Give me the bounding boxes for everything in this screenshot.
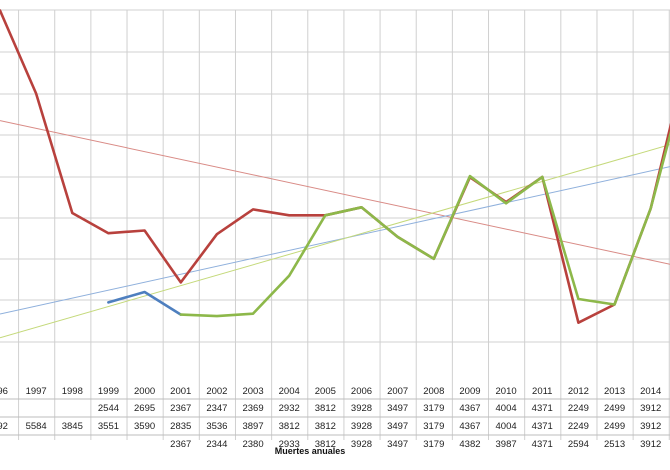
x-tick-label: 1998 bbox=[62, 386, 83, 397]
chart-title: Muertes anuales bbox=[275, 446, 346, 456]
x-tick-label: 2005 bbox=[315, 386, 336, 397]
x-tick-label: 2007 bbox=[387, 386, 408, 397]
table-cell: 2594 bbox=[568, 439, 589, 450]
table-cell: 3912 bbox=[640, 403, 661, 414]
table-cell: 3987 bbox=[496, 439, 517, 450]
table-cell: 2513 bbox=[604, 439, 625, 450]
table-cell: 2932 bbox=[279, 403, 300, 414]
table-cell: 4004 bbox=[496, 403, 517, 414]
table-cell: 3179 bbox=[423, 421, 444, 432]
table-cell: 3912 bbox=[640, 439, 661, 450]
table-cell: 2499 bbox=[604, 403, 625, 414]
table-cell: 4371 bbox=[532, 403, 553, 414]
data-table: 996 1997 1998 1999 2000 2001 2002 2003 2004 2005 2… bbox=[0, 386, 670, 450]
x-tick-label: 2013 bbox=[604, 386, 625, 397]
table-cell: 3590 bbox=[134, 421, 155, 432]
x-tick-label: 2004 bbox=[279, 386, 300, 397]
series-line-0 bbox=[107, 290, 183, 316]
table-cell: 3497 bbox=[387, 421, 408, 432]
table-cell: 3812 bbox=[315, 403, 336, 414]
table-cell: 2933 bbox=[279, 439, 300, 450]
table-cell: 4367 bbox=[459, 403, 480, 414]
table-cell: 3928 bbox=[351, 403, 372, 414]
table-cell: 3912 bbox=[640, 421, 661, 432]
table-cell: 2249 bbox=[568, 403, 589, 414]
x-tick-label: 2006 bbox=[351, 386, 372, 397]
series-line-1 bbox=[0, 9, 670, 325]
trendline-2 bbox=[0, 144, 670, 339]
table-cell: 3928 bbox=[351, 439, 372, 450]
table-cell: 2367 bbox=[170, 439, 191, 450]
x-tick-label: 996 bbox=[0, 386, 8, 397]
table-cell: 3812 bbox=[279, 421, 300, 432]
x-tick-label: 1997 bbox=[26, 386, 47, 397]
table-cell: 4371 bbox=[532, 439, 553, 450]
table-cell: 4367 bbox=[459, 421, 480, 432]
table-cell: 2544 bbox=[98, 403, 119, 414]
table-cell: 3812 bbox=[315, 439, 336, 450]
table-cell: 2835 bbox=[170, 421, 191, 432]
table-cell: 3928 bbox=[351, 421, 372, 432]
table-cell: 3812 bbox=[315, 421, 336, 432]
x-tick-label: 2011 bbox=[532, 386, 552, 397]
x-tick-label: 2012 bbox=[568, 386, 589, 397]
table-cell: 4371 bbox=[532, 421, 553, 432]
table-cell: 2695 bbox=[134, 403, 155, 414]
table-cell: 792 bbox=[0, 421, 8, 432]
table-cell: 2499 bbox=[604, 421, 625, 432]
table-cell: 3497 bbox=[387, 403, 408, 414]
x-tick-label: 2009 bbox=[459, 386, 480, 397]
grid bbox=[0, 9, 670, 440]
table-cell: 3179 bbox=[423, 439, 444, 450]
table-cell: 2347 bbox=[206, 403, 227, 414]
table-cell: 2380 bbox=[242, 439, 263, 450]
table-cell: 4382 bbox=[459, 439, 480, 450]
x-tick-label: 2001 bbox=[170, 386, 191, 397]
table-cell: 2249 bbox=[568, 421, 589, 432]
table-cell: 3179 bbox=[423, 403, 444, 414]
x-tick-label: 2003 bbox=[242, 386, 263, 397]
x-tick-label: 2002 bbox=[206, 386, 227, 397]
table-cell: 2367 bbox=[170, 403, 191, 414]
x-tick-label: 2014 bbox=[640, 386, 661, 397]
table-cell: 3897 bbox=[242, 421, 263, 432]
table-cell: 3536 bbox=[206, 421, 227, 432]
table-cell: 5584 bbox=[26, 421, 47, 432]
x-tick-label: 2000 bbox=[134, 386, 155, 397]
table-cell: 3551 bbox=[98, 421, 119, 432]
table-cell: 2344 bbox=[206, 439, 227, 450]
series-line-2 bbox=[179, 130, 670, 318]
x-tick-label: 1999 bbox=[98, 386, 119, 397]
trendline-1 bbox=[0, 166, 670, 315]
x-tick-label: 2008 bbox=[423, 386, 444, 397]
trendline-0 bbox=[0, 120, 670, 265]
table-cell: 4004 bbox=[496, 421, 517, 432]
series-lines bbox=[0, 9, 670, 325]
table-cell: 2369 bbox=[242, 403, 263, 414]
x-tick-label: 2010 bbox=[496, 386, 517, 397]
table-cell: 3497 bbox=[387, 439, 408, 450]
table-cell: 3845 bbox=[62, 421, 83, 432]
